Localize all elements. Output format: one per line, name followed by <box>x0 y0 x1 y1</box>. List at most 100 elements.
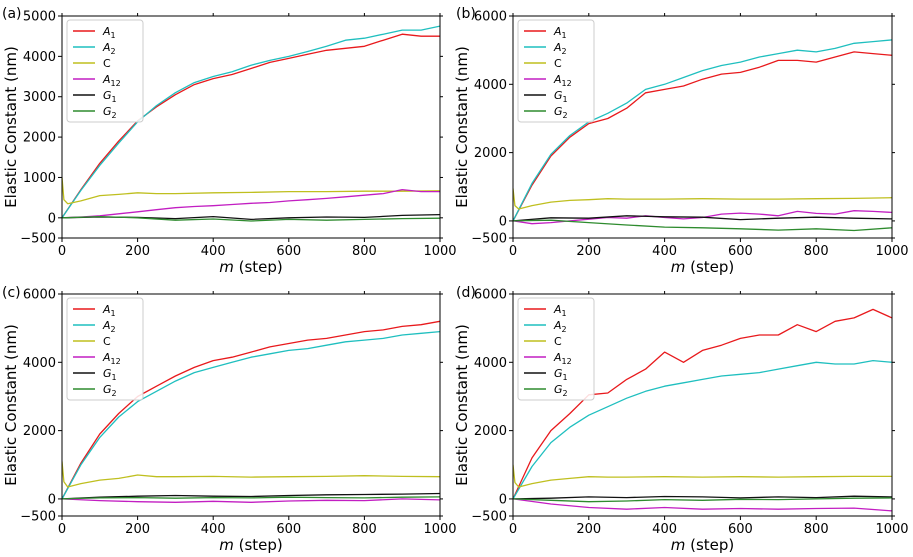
x-tick-label: 1000 <box>423 244 456 259</box>
series-line-a1 <box>513 308 892 500</box>
x-tick-label: 600 <box>728 522 753 537</box>
series-line-a2 <box>62 25 440 219</box>
x-tick-label: 800 <box>352 244 377 259</box>
y-tick-label: 0 <box>499 214 507 229</box>
x-tick-label: 0 <box>58 244 66 259</box>
x-tick-label: 0 <box>509 244 517 259</box>
y-tick-label: 6000 <box>23 288 56 303</box>
legend-label: A1 <box>102 25 116 40</box>
series-line-a1 <box>62 33 440 219</box>
x-tick-label: 800 <box>352 522 377 537</box>
series-line-g2 <box>62 496 440 500</box>
panel-0: 0 200 400 600 800 1000−5000100020003000400050… <box>2 6 457 276</box>
x-tick-label: 1000 <box>423 522 456 537</box>
legend-box <box>66 297 144 401</box>
legend-label: G2 <box>103 383 117 398</box>
y-tick-label: 0 <box>48 211 56 226</box>
y-tick-label: 4000 <box>474 356 507 371</box>
y-tick-label: −500 <box>20 232 56 247</box>
series-line-c <box>513 188 892 210</box>
series-line-c <box>62 461 440 488</box>
y-tick-label: 2000 <box>474 146 507 161</box>
legend-label: A12 <box>102 73 121 88</box>
legend-label: C <box>103 57 111 70</box>
series-line-a12 <box>62 188 440 219</box>
series-line-g2 <box>513 219 892 232</box>
series-line-g2 <box>62 215 440 222</box>
series-line-g2 <box>513 497 892 503</box>
series-line-g1 <box>513 495 892 500</box>
x-tick-label: 400 <box>652 522 677 537</box>
legend-label: A1 <box>553 25 567 40</box>
series-group <box>62 25 440 222</box>
x-tick-label: 1000 <box>875 244 908 259</box>
y-tick-label: 1000 <box>23 171 56 186</box>
panel-tag: (b) <box>456 6 476 22</box>
series-line-a12 <box>62 498 440 503</box>
series-line-g1 <box>62 492 440 500</box>
x-axis-label: m (step) <box>219 258 283 276</box>
legend-label: A2 <box>553 319 567 334</box>
y-tick-label: 2000 <box>23 424 56 439</box>
legend-label: G1 <box>554 367 568 382</box>
series-line-a12 <box>513 498 892 512</box>
axes-frame <box>512 293 893 517</box>
x-tick-label: 200 <box>576 522 601 537</box>
series-line-a2 <box>62 330 440 500</box>
x-axis-label: m (step) <box>219 536 283 554</box>
legend-label: A12 <box>553 351 572 366</box>
y-tick-label: 6000 <box>474 288 507 303</box>
series-line-g1 <box>513 215 892 222</box>
y-tick-label: 2000 <box>474 424 507 439</box>
legend-label: C <box>554 57 562 70</box>
series-line-a2 <box>513 359 892 500</box>
panel-tag: (c) <box>2 285 21 301</box>
legend-box <box>517 297 595 401</box>
legend-label: A12 <box>553 73 572 88</box>
legend-label: A1 <box>102 303 116 318</box>
y-tick-label: −500 <box>471 232 507 247</box>
y-tick-label: 0 <box>48 492 56 507</box>
x-tick-label: 1000 <box>875 522 908 537</box>
series-line-c <box>513 464 892 488</box>
series-group <box>513 308 892 512</box>
series-line-a2 <box>513 39 892 222</box>
y-tick-label: 2000 <box>23 131 56 146</box>
x-tick-label: 400 <box>652 244 677 259</box>
x-tick-label: 600 <box>276 522 301 537</box>
legend-label: G1 <box>554 89 568 104</box>
panel-tag: (a) <box>2 6 22 22</box>
legend-label: A1 <box>553 303 567 318</box>
x-tick-label: 600 <box>728 244 753 259</box>
legend-label: C <box>554 335 562 348</box>
axes-frame <box>61 15 441 239</box>
x-tick-label: 200 <box>125 522 150 537</box>
legend-label: A2 <box>102 41 116 56</box>
axes-frame <box>61 293 441 517</box>
y-tick-label: −500 <box>471 510 507 525</box>
legend-label: G2 <box>554 383 568 398</box>
x-axis-label: m (step) <box>671 258 735 276</box>
series-line-a1 <box>62 320 440 500</box>
legend-label: G1 <box>103 89 117 104</box>
series-group <box>62 320 440 503</box>
x-tick-label: 200 <box>125 244 150 259</box>
y-axis-label: Elastic Constant (nm) <box>453 324 471 486</box>
legend-label: A12 <box>102 351 121 366</box>
y-tick-label: 4000 <box>474 78 507 93</box>
legend-label: G2 <box>103 105 117 120</box>
x-axis-label: m (step) <box>671 536 735 554</box>
x-tick-label: 200 <box>576 244 601 259</box>
legend-label: C <box>103 335 111 348</box>
legend-label: G1 <box>103 367 117 382</box>
legend-label: A2 <box>553 41 567 56</box>
panel-tag: (d) <box>456 285 476 301</box>
x-tick-label: 0 <box>509 522 517 537</box>
legend-box <box>66 19 144 123</box>
